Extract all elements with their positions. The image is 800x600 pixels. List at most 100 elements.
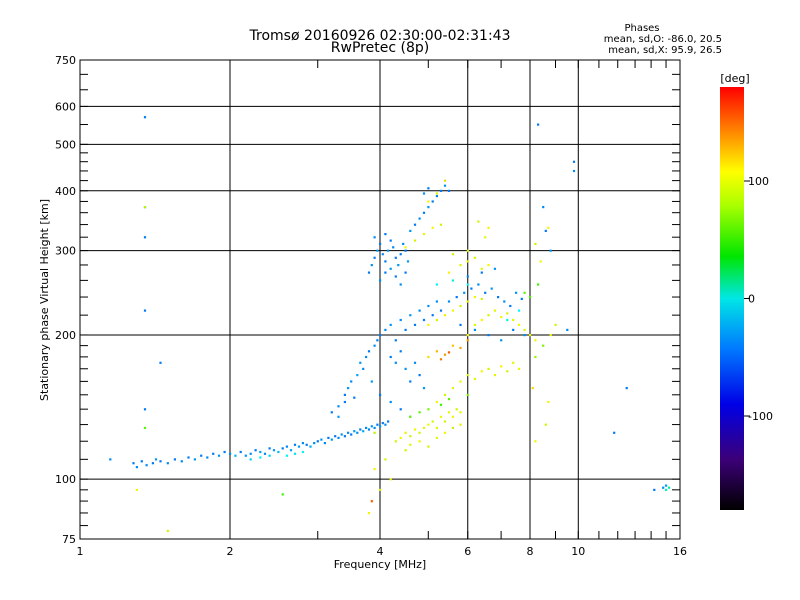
data-point xyxy=(272,449,276,452)
data-point xyxy=(431,200,434,203)
data-point xyxy=(313,442,316,445)
data-point xyxy=(392,246,395,249)
data-point xyxy=(539,260,542,263)
data-point xyxy=(373,468,376,471)
data-point xyxy=(490,287,493,290)
data-point xyxy=(367,512,371,515)
x-axis-label: Frequency [MHz] xyxy=(334,558,426,571)
data-point xyxy=(547,226,550,229)
data-point xyxy=(512,328,515,331)
data-point xyxy=(427,423,430,426)
x-tick-label: 8 xyxy=(527,545,534,558)
data-point xyxy=(373,431,376,434)
data-point xyxy=(362,430,365,433)
data-point xyxy=(249,458,252,461)
data-point xyxy=(244,454,247,457)
data-point xyxy=(373,236,376,239)
data-point xyxy=(384,423,387,426)
data-point xyxy=(409,435,412,438)
data-point xyxy=(459,323,462,326)
data-point xyxy=(387,249,390,252)
data-point xyxy=(466,260,469,263)
data-point xyxy=(281,493,284,496)
data-point xyxy=(459,264,462,267)
data-point xyxy=(384,233,387,236)
data-point xyxy=(451,253,454,256)
data-point xyxy=(404,328,407,331)
data-point xyxy=(140,460,143,463)
data-point xyxy=(399,283,402,286)
data-point xyxy=(547,400,550,404)
data-point xyxy=(625,387,628,390)
data-point xyxy=(493,374,496,377)
data-point xyxy=(487,334,490,337)
data-point xyxy=(422,211,426,214)
data-point xyxy=(373,256,376,259)
data-point xyxy=(389,478,392,481)
x-tick-label: 6 xyxy=(464,545,471,558)
data-point xyxy=(443,184,447,187)
data-point xyxy=(418,217,421,220)
x-tick-label: 10 xyxy=(571,545,585,558)
data-point xyxy=(305,443,308,446)
data-point xyxy=(384,328,387,331)
data-point xyxy=(316,440,319,443)
data-point xyxy=(427,445,430,448)
data-point xyxy=(145,464,148,467)
data-point xyxy=(409,443,412,446)
data-point xyxy=(379,393,382,396)
data-point xyxy=(447,189,451,192)
data-point xyxy=(376,339,379,342)
data-point xyxy=(572,169,576,173)
data-point xyxy=(422,426,426,429)
y-tick-label: 600 xyxy=(55,100,76,113)
data-point xyxy=(399,253,402,256)
data-point xyxy=(435,400,438,404)
data-point xyxy=(665,484,668,487)
data-point xyxy=(435,350,438,353)
data-point xyxy=(477,283,480,286)
data-point xyxy=(399,350,402,353)
data-point xyxy=(173,458,176,461)
data-point xyxy=(379,242,382,245)
stats-heading: Phases xyxy=(624,23,659,34)
data-point xyxy=(503,300,506,303)
data-point xyxy=(340,433,343,436)
data-point xyxy=(285,454,288,457)
data-point xyxy=(443,393,447,396)
data-point xyxy=(394,440,397,443)
data-point xyxy=(337,415,340,418)
colorbar-tick-label: 100 xyxy=(748,175,769,188)
data-point xyxy=(334,435,337,438)
data-point xyxy=(418,374,421,377)
colorbar xyxy=(720,87,744,510)
data-point xyxy=(387,420,390,423)
data-point xyxy=(549,334,552,337)
data-point xyxy=(370,500,373,503)
data-point xyxy=(439,415,443,418)
data-point xyxy=(427,304,430,308)
data-point xyxy=(427,206,430,209)
data-point xyxy=(537,283,540,286)
data-point xyxy=(515,291,518,294)
data-point xyxy=(520,297,523,300)
data-point xyxy=(517,309,521,312)
data-point xyxy=(384,260,387,263)
data-point xyxy=(431,420,434,423)
y-tick-label: 400 xyxy=(55,185,76,198)
scatter-points xyxy=(109,116,671,532)
data-point xyxy=(343,393,346,396)
data-point xyxy=(427,408,430,411)
y-axis-ticks: 75 100 200 300 400 500 600 750 xyxy=(55,54,680,546)
data-point xyxy=(506,312,509,315)
data-point xyxy=(566,328,569,331)
data-point xyxy=(143,426,147,429)
chart-subtitle: RwPretec (8p) xyxy=(331,40,429,56)
data-point xyxy=(480,271,483,274)
data-point xyxy=(217,454,221,457)
data-point xyxy=(285,445,288,448)
data-point xyxy=(367,350,371,353)
data-point xyxy=(662,486,665,489)
data-point xyxy=(359,428,362,431)
data-point xyxy=(330,411,333,414)
